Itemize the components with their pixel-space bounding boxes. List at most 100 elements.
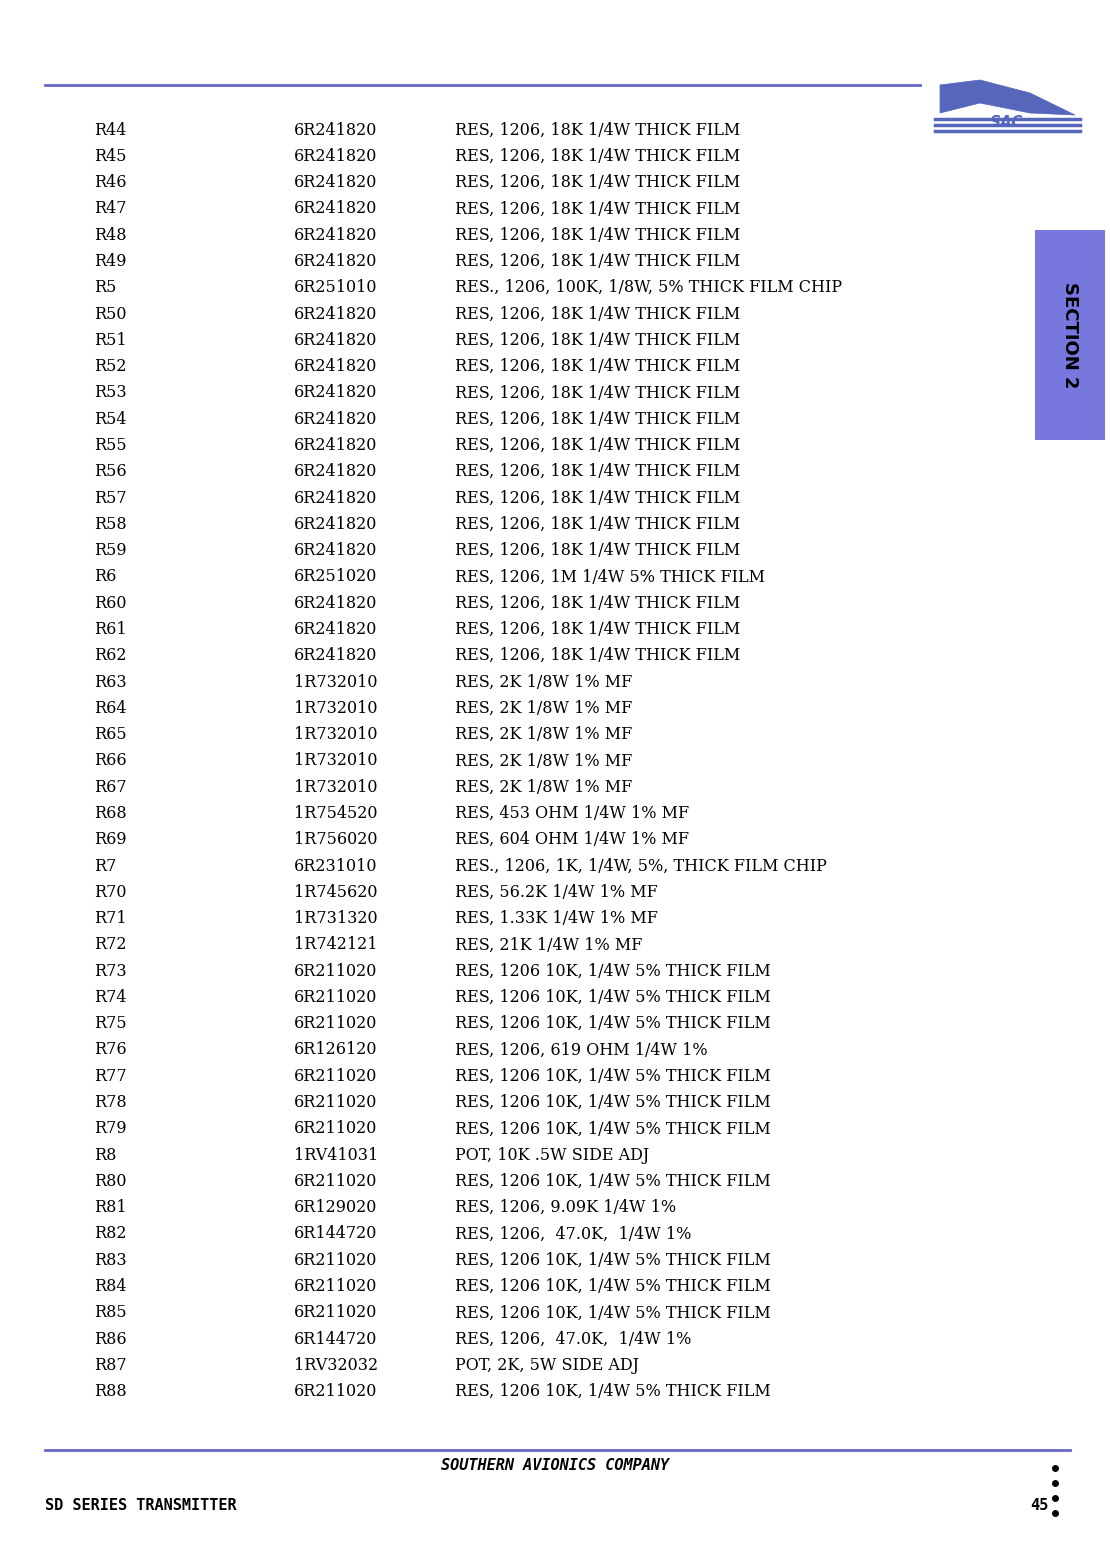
Text: RES, 1206, 1M 1/4W 5% THICK FILM: RES, 1206, 1M 1/4W 5% THICK FILM bbox=[455, 569, 765, 586]
Text: RES, 604 OHM 1/4W 1% MF: RES, 604 OHM 1/4W 1% MF bbox=[455, 832, 689, 848]
Text: 6R241820: 6R241820 bbox=[294, 201, 377, 218]
Text: R74: R74 bbox=[94, 989, 127, 1006]
Text: 6R211020: 6R211020 bbox=[294, 963, 377, 980]
Text: 6R241820: 6R241820 bbox=[294, 148, 377, 165]
Text: 6R231010: 6R231010 bbox=[294, 857, 377, 874]
Text: R66: R66 bbox=[94, 753, 127, 770]
Text: RES, 1206, 18K 1/4W THICK FILM: RES, 1206, 18K 1/4W THICK FILM bbox=[455, 385, 740, 402]
Bar bbox=[1035, 231, 1104, 439]
Text: 6R241820: 6R241820 bbox=[294, 385, 377, 402]
Text: RES, 1206 10K, 1/4W 5% THICK FILM: RES, 1206 10K, 1/4W 5% THICK FILM bbox=[455, 963, 770, 980]
Text: 6R241820: 6R241820 bbox=[294, 122, 377, 139]
Text: R5: R5 bbox=[94, 279, 117, 296]
Text: RES, 1206, 18K 1/4W THICK FILM: RES, 1206, 18K 1/4W THICK FILM bbox=[455, 463, 740, 480]
Text: RES, 1206 10K, 1/4W 5% THICK FILM: RES, 1206 10K, 1/4W 5% THICK FILM bbox=[455, 989, 770, 1006]
Text: POT, 10K .5W SIDE ADJ: POT, 10K .5W SIDE ADJ bbox=[455, 1147, 649, 1164]
Text: 1R732010: 1R732010 bbox=[294, 700, 377, 717]
Text: RES, 1206 10K, 1/4W 5% THICK FILM: RES, 1206 10K, 1/4W 5% THICK FILM bbox=[455, 1016, 770, 1033]
Text: R48: R48 bbox=[94, 226, 127, 243]
Text: 6R144720: 6R144720 bbox=[294, 1331, 377, 1348]
Text: SAC: SAC bbox=[990, 114, 1023, 129]
Text: 6R129020: 6R129020 bbox=[294, 1200, 377, 1217]
Text: R64: R64 bbox=[94, 700, 127, 717]
Text: R54: R54 bbox=[94, 411, 127, 427]
Text: RES, 1206, 18K 1/4W THICK FILM: RES, 1206, 18K 1/4W THICK FILM bbox=[455, 305, 740, 323]
Text: 6R211020: 6R211020 bbox=[294, 1251, 377, 1268]
Text: RES, 1.33K 1/4W 1% MF: RES, 1.33K 1/4W 1% MF bbox=[455, 910, 658, 927]
Text: R6: R6 bbox=[94, 569, 117, 586]
Text: 6R211020: 6R211020 bbox=[294, 1173, 377, 1190]
Text: RES, 1206, 619 OHM 1/4W 1%: RES, 1206, 619 OHM 1/4W 1% bbox=[455, 1041, 708, 1058]
Text: R70: R70 bbox=[94, 883, 127, 901]
Text: RES, 56.2K 1/4W 1% MF: RES, 56.2K 1/4W 1% MF bbox=[455, 883, 658, 901]
Text: RES., 1206, 100K, 1/8W, 5% THICK FILM CHIP: RES., 1206, 100K, 1/8W, 5% THICK FILM CH… bbox=[455, 279, 842, 296]
Text: RES, 1206 10K, 1/4W 5% THICK FILM: RES, 1206 10K, 1/4W 5% THICK FILM bbox=[455, 1304, 770, 1321]
Text: 6R241820: 6R241820 bbox=[294, 411, 377, 427]
Text: RES, 2K 1/8W 1% MF: RES, 2K 1/8W 1% MF bbox=[455, 673, 633, 690]
Text: RES, 1206,  47.0K,  1/4W 1%: RES, 1206, 47.0K, 1/4W 1% bbox=[455, 1331, 692, 1348]
Text: RES, 1206, 18K 1/4W THICK FILM: RES, 1206, 18K 1/4W THICK FILM bbox=[455, 252, 740, 270]
Text: RES, 2K 1/8W 1% MF: RES, 2K 1/8W 1% MF bbox=[455, 726, 633, 743]
Text: R62: R62 bbox=[94, 647, 127, 664]
Text: R87: R87 bbox=[94, 1357, 127, 1374]
Text: RES, 1206, 18K 1/4W THICK FILM: RES, 1206, 18K 1/4W THICK FILM bbox=[455, 411, 740, 427]
Text: R77: R77 bbox=[94, 1067, 127, 1084]
Text: R45: R45 bbox=[94, 148, 127, 165]
Text: RES, 1206 10K, 1/4W 5% THICK FILM: RES, 1206 10K, 1/4W 5% THICK FILM bbox=[455, 1094, 770, 1111]
Text: 1R732010: 1R732010 bbox=[294, 753, 377, 770]
Text: R50: R50 bbox=[94, 305, 127, 323]
Text: R44: R44 bbox=[94, 122, 127, 139]
Text: R58: R58 bbox=[94, 516, 127, 533]
Text: SECTION 2: SECTION 2 bbox=[1061, 282, 1079, 388]
Text: RES, 453 OHM 1/4W 1% MF: RES, 453 OHM 1/4W 1% MF bbox=[455, 805, 689, 823]
Text: 1R742121: 1R742121 bbox=[294, 936, 377, 953]
Text: RES, 1206, 18K 1/4W THICK FILM: RES, 1206, 18K 1/4W THICK FILM bbox=[455, 516, 740, 533]
Text: 6R211020: 6R211020 bbox=[294, 1094, 377, 1111]
Text: 1R732010: 1R732010 bbox=[294, 726, 377, 743]
Text: RES, 21K 1/4W 1% MF: RES, 21K 1/4W 1% MF bbox=[455, 936, 643, 953]
Text: POT, 2K, 5W SIDE ADJ: POT, 2K, 5W SIDE ADJ bbox=[455, 1357, 639, 1374]
Text: 6R241820: 6R241820 bbox=[294, 516, 377, 533]
Text: RES, 1206, 18K 1/4W THICK FILM: RES, 1206, 18K 1/4W THICK FILM bbox=[455, 489, 740, 506]
Text: R86: R86 bbox=[94, 1331, 127, 1348]
Text: R68: R68 bbox=[94, 805, 127, 823]
Text: R63: R63 bbox=[94, 673, 127, 690]
Text: R46: R46 bbox=[94, 174, 127, 192]
Text: R55: R55 bbox=[94, 436, 127, 453]
Text: 6R241820: 6R241820 bbox=[294, 436, 377, 453]
Text: R76: R76 bbox=[94, 1041, 127, 1058]
Text: RES, 1206, 18K 1/4W THICK FILM: RES, 1206, 18K 1/4W THICK FILM bbox=[455, 358, 740, 375]
Text: 1RV32032: 1RV32032 bbox=[294, 1357, 379, 1374]
Text: 6R251010: 6R251010 bbox=[294, 279, 377, 296]
Text: R47: R47 bbox=[94, 201, 127, 218]
Text: R49: R49 bbox=[94, 252, 127, 270]
Text: R82: R82 bbox=[94, 1226, 127, 1242]
Text: R79: R79 bbox=[94, 1120, 127, 1137]
Text: RES, 1206 10K, 1/4W 5% THICK FILM: RES, 1206 10K, 1/4W 5% THICK FILM bbox=[455, 1251, 770, 1268]
Text: RES, 1206, 18K 1/4W THICK FILM: RES, 1206, 18K 1/4W THICK FILM bbox=[455, 226, 740, 243]
Text: RES, 1206 10K, 1/4W 5% THICK FILM: RES, 1206 10K, 1/4W 5% THICK FILM bbox=[455, 1120, 770, 1137]
Text: RES, 1206, 18K 1/4W THICK FILM: RES, 1206, 18K 1/4W THICK FILM bbox=[455, 148, 740, 165]
Text: 6R211020: 6R211020 bbox=[294, 1278, 377, 1295]
Text: 1R732010: 1R732010 bbox=[294, 779, 377, 796]
Text: RES, 1206, 18K 1/4W THICK FILM: RES, 1206, 18K 1/4W THICK FILM bbox=[455, 622, 740, 637]
Text: 6R241820: 6R241820 bbox=[294, 542, 377, 559]
Text: 6R126120: 6R126120 bbox=[294, 1041, 377, 1058]
Text: 6R241820: 6R241820 bbox=[294, 305, 377, 323]
Text: R8: R8 bbox=[94, 1147, 117, 1164]
Text: 6R241820: 6R241820 bbox=[294, 489, 377, 506]
Text: 6R241820: 6R241820 bbox=[294, 463, 377, 480]
Text: R61: R61 bbox=[94, 622, 127, 637]
Text: R85: R85 bbox=[94, 1304, 127, 1321]
Text: 6R241820: 6R241820 bbox=[294, 252, 377, 270]
Text: RES, 1206, 18K 1/4W THICK FILM: RES, 1206, 18K 1/4W THICK FILM bbox=[455, 201, 740, 218]
Text: R88: R88 bbox=[94, 1384, 127, 1401]
Text: 1R745620: 1R745620 bbox=[294, 883, 377, 901]
Text: RES, 2K 1/8W 1% MF: RES, 2K 1/8W 1% MF bbox=[455, 779, 633, 796]
Text: RES, 1206,  47.0K,  1/4W 1%: RES, 1206, 47.0K, 1/4W 1% bbox=[455, 1226, 692, 1242]
Text: SD SERIES TRANSMITTER: SD SERIES TRANSMITTER bbox=[46, 1497, 236, 1513]
Text: R71: R71 bbox=[94, 910, 127, 927]
Text: 6R241820: 6R241820 bbox=[294, 174, 377, 192]
Text: 45: 45 bbox=[1030, 1497, 1048, 1513]
Text: R57: R57 bbox=[94, 489, 127, 506]
